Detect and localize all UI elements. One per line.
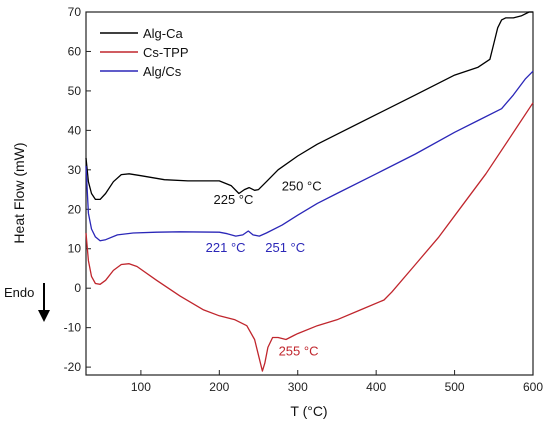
x-tick-label: 500: [445, 380, 465, 394]
x-tick-label: 100: [131, 380, 151, 394]
x-tick-label: 200: [209, 380, 229, 394]
endo-arrow-icon: [38, 283, 50, 322]
axis-ticks: 100 200 300 400 500 600 -20 -10 0 10 20 30 40 50 60 70: [64, 5, 544, 394]
series-line-alg-cs: [85, 70, 534, 242]
series-line-alg-ca: [85, 11, 533, 201]
x-tick-label: 300: [288, 380, 308, 394]
y-axis-label: Heat Flow (mW): [11, 142, 27, 243]
series-line-cs-tpp: [85, 102, 534, 372]
endo-label: Endo: [4, 285, 34, 300]
legend: Alg-Ca Cs-TPP Alg/Cs: [100, 26, 189, 79]
y-tick-label: 70: [68, 5, 82, 19]
annotations: 225 °C 250 °C 221 °C 251 °C 255 °C: [206, 178, 322, 358]
peak-annotation: 221 °C: [206, 240, 246, 255]
peak-annotation: 225 °C: [213, 192, 253, 207]
y-tick-label: 50: [68, 84, 82, 98]
x-tick-label: 400: [366, 380, 386, 394]
y-tick-label: 0: [74, 281, 81, 295]
y-tick-label: 20: [68, 202, 82, 216]
y-tick-label: -20: [64, 360, 82, 374]
peak-annotation: 250 °C: [282, 178, 322, 193]
plot-frame: [85, 11, 534, 376]
y-tick-label: 60: [68, 44, 82, 58]
x-tick-label: 600: [523, 380, 543, 394]
peak-annotation: 251 °C: [265, 240, 305, 255]
peak-annotation: 255 °C: [279, 343, 319, 358]
x-axis-label: T (°C): [290, 403, 327, 419]
y-tick-label: 30: [68, 163, 82, 177]
y-tick-label: 40: [68, 123, 82, 137]
legend-label: Alg/Cs: [143, 64, 182, 79]
y-tick-label: 10: [68, 242, 82, 256]
legend-label: Cs-TPP: [143, 45, 189, 60]
legend-label: Alg-Ca: [143, 26, 184, 41]
series-lines: [85, 11, 534, 372]
y-tick-label: -10: [64, 321, 82, 335]
